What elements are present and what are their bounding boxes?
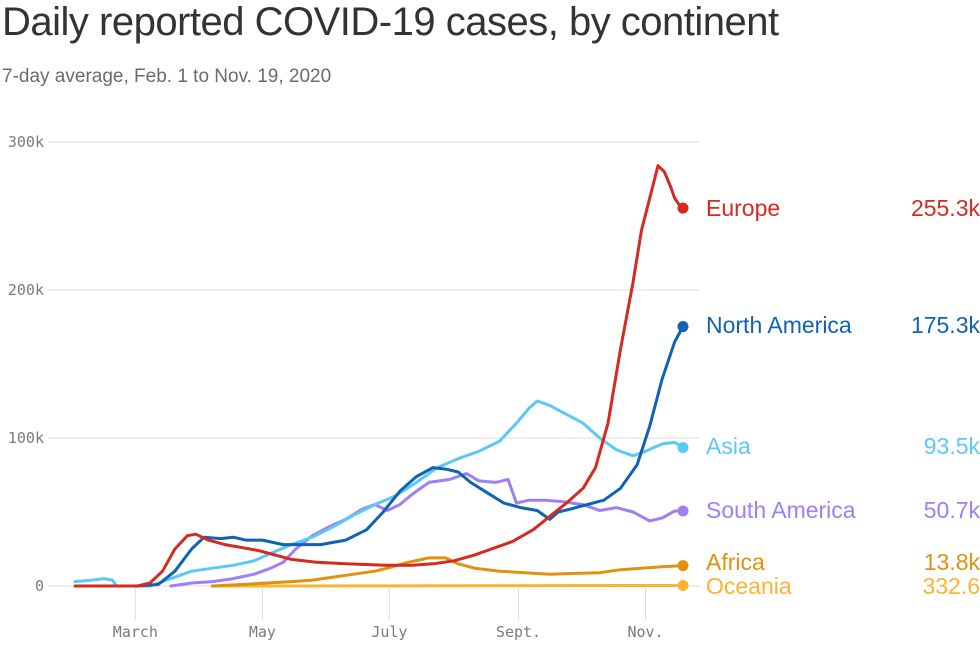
- series-label-oceania: Oceania: [706, 573, 792, 599]
- series-line-europe: [73, 164, 685, 588]
- series-value-oceania: 332.6: [922, 573, 980, 599]
- series-label-africa: Africa: [706, 549, 765, 575]
- end-dot-europe: [677, 202, 689, 214]
- series-value-north-america: 175.3k: [911, 312, 980, 338]
- series-lines: [73, 164, 689, 592]
- series-label-north-america: North America: [706, 312, 852, 338]
- series-value-europe: 255.3k: [911, 195, 980, 221]
- series-value-south-america: 50.7k: [924, 497, 980, 523]
- series-value-asia: 93.5k: [924, 433, 980, 459]
- series-label-south-america: South America: [706, 497, 856, 523]
- series-line-south-america: [169, 472, 685, 588]
- chart-subtitle: 7-day average, Feb. 1 to Nov. 19, 2020: [2, 66, 332, 87]
- x-axis: March May July Sept. Nov.: [113, 623, 664, 641]
- grid-lines: [48, 141, 700, 587]
- end-dot-south-america: [677, 505, 689, 517]
- series-line-north-america: [136, 325, 685, 588]
- x-tick-label: March: [113, 623, 158, 641]
- y-tick-label: 300k: [8, 133, 44, 151]
- end-dot-oceania: [677, 580, 689, 592]
- end-dot-asia: [677, 442, 689, 454]
- end-labels: Oceania 332.6 Africa 13.8k South America 50.7…: [706, 195, 980, 599]
- series-label-europe: Europe: [706, 195, 780, 221]
- x-grid-lines: [134, 588, 647, 620]
- x-tick-label: Nov.: [627, 623, 663, 641]
- y-tick-label: 200k: [8, 281, 44, 299]
- y-tick-label: 0: [35, 577, 44, 595]
- end-dot-north-america: [677, 321, 689, 333]
- end-dot-africa: [677, 560, 689, 572]
- chart-title: Daily reported COVID-19 cases, by contin…: [2, 0, 779, 44]
- y-tick-label: 100k: [8, 429, 44, 447]
- x-tick-label: May: [249, 623, 276, 641]
- series-line-asia: [73, 399, 685, 588]
- x-tick-label: July: [371, 623, 407, 641]
- series-value-africa: 13.8k: [924, 549, 980, 575]
- series-line-oceania: [210, 584, 685, 588]
- series-label-asia: Asia: [706, 433, 751, 459]
- series-line-africa: [210, 556, 685, 588]
- x-tick-label: Sept.: [496, 623, 541, 641]
- y-axis: 0 100k 200k 300k: [8, 133, 44, 595]
